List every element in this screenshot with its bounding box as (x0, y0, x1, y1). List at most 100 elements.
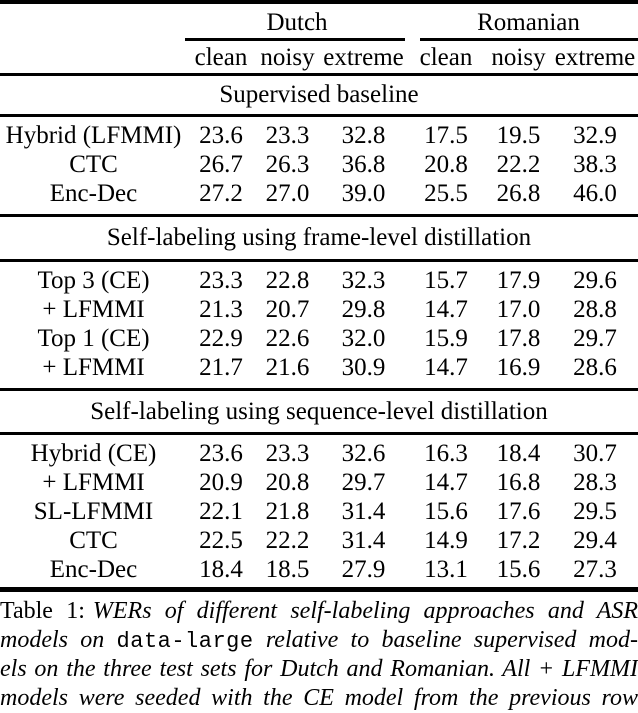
caption-label: Table 1: (0, 598, 85, 624)
col-header-romanian-noisy: noisy (491, 44, 546, 71)
wer-cell: 39.0 (341, 180, 386, 207)
caption-text: WERs of different self-labeling approach… (92, 598, 638, 624)
wer-cell: 17.5 (424, 122, 468, 149)
wer-cell: 16.8 (496, 469, 541, 496)
wer-cell: 17.0 (496, 296, 541, 323)
wer-cell: 20.8 (424, 151, 468, 178)
wer-cell: 26.8 (496, 180, 541, 207)
section-sequence-level-rows: Hybrid (CE) 23.6 23.3 32.6 16.3 18.4 30.… (0, 435, 638, 587)
wer-cell: 28.6 (573, 354, 617, 381)
table-row: Enc-Dec 27.2 27.0 39.0 25.5 26.8 46.0 (0, 179, 638, 208)
wer-cell: 29.4 (573, 527, 617, 554)
wer-cell: 19.5 (496, 122, 541, 149)
wer-cell: 27.3 (573, 556, 617, 583)
col-header-romanian-extreme: extreme (554, 44, 636, 71)
wer-cell: 31.4 (341, 498, 386, 525)
col-header-dutch-clean: clean (194, 44, 248, 71)
col-header-romanian-clean: clean (419, 44, 473, 71)
condition-header-row: clean noisy extreme clean noisy extreme (0, 43, 638, 73)
col-header-dutch-extreme: extreme (323, 44, 404, 71)
romanian-cmidrule (420, 38, 638, 41)
table-rule (0, 388, 638, 391)
wer-cell: 31.4 (341, 527, 386, 554)
table-rule (0, 259, 638, 262)
wer-cell: 22.2 (496, 151, 541, 178)
table-rule (0, 432, 638, 435)
wer-cell: 15.6 (496, 556, 541, 583)
dutch-header: Dutch (266, 9, 328, 36)
cmidrule-row (0, 38, 638, 43)
wer-cell: 14.9 (424, 527, 468, 554)
wer-cell: 28.8 (573, 296, 617, 323)
table-rule (0, 114, 638, 117)
model-label: Top 3 (CE) (37, 267, 150, 294)
wer-cell: 18.5 (265, 556, 310, 583)
caption-text: models were seeded with the CE model fro… (0, 685, 638, 711)
wer-cell: 27.9 (341, 556, 386, 583)
wer-cell: 22.6 (265, 325, 310, 352)
wer-cell: 32.3 (341, 267, 386, 294)
wer-cell: 27.0 (265, 180, 310, 207)
dutch-cmidrule (185, 38, 405, 41)
wer-cell: 36.8 (341, 151, 386, 178)
model-label: CTC (69, 151, 118, 178)
model-label: Enc-Dec (49, 556, 138, 583)
wer-cell: 23.3 (265, 440, 310, 467)
wer-cell: 29.6 (573, 267, 617, 294)
wer-cell: 22.1 (199, 498, 243, 525)
model-label: + LFMMI (42, 469, 145, 496)
model-label: + LFMMI (42, 296, 145, 323)
table-row: + LFMMI 21.7 21.6 30.9 14.7 16.9 28.6 (0, 353, 638, 382)
header-spacer (0, 43, 187, 73)
table-row: + LFMMI 20.9 20.8 29.7 14.7 16.8 28.3 (0, 468, 638, 497)
wer-cell: 46.0 (573, 180, 617, 207)
caption-line-4: models were seeded with the CE model fro… (0, 684, 638, 713)
wer-cell: 18.4 (496, 440, 541, 467)
table-rule (0, 73, 638, 76)
wer-cell: 14.7 (424, 354, 468, 381)
model-label: Hybrid (CE) (30, 440, 157, 467)
table-row: CTC 26.7 26.3 36.8 20.8 22.2 38.3 (0, 150, 638, 179)
wer-cell: 23.3 (199, 267, 243, 294)
wer-cell: 21.7 (199, 354, 243, 381)
table-row: Hybrid (LFMMI) 23.6 23.3 32.8 17.5 19.5 … (0, 121, 638, 150)
wer-cell: 22.5 (199, 527, 243, 554)
language-header-row: Dutch Romanian (0, 4, 638, 38)
wer-cell: 29.7 (573, 325, 617, 352)
wer-cell: 30.7 (573, 440, 617, 467)
table-rule (0, 214, 638, 217)
wer-cell: 29.8 (341, 296, 386, 323)
table-row: Enc-Dec 18.4 18.5 27.9 13.1 15.6 27.3 (0, 555, 638, 584)
wer-cell: 26.3 (265, 151, 310, 178)
wer-cell: 30.9 (341, 354, 386, 381)
wer-cell: 20.8 (265, 469, 310, 496)
model-label: + LFMMI (42, 354, 145, 381)
wer-cell: 25.5 (424, 180, 468, 207)
wer-cell: 32.6 (341, 440, 386, 467)
wer-cell: 16.3 (424, 440, 468, 467)
wer-cell: 29.5 (573, 498, 617, 525)
wer-cell: 16.9 (496, 354, 541, 381)
model-label: Hybrid (LFMMI) (5, 122, 182, 149)
caption-line-2: models on data-large relative to baselin… (0, 626, 638, 655)
wer-cell: 38.3 (573, 151, 617, 178)
wer-cell: 14.7 (424, 469, 468, 496)
table-row: Hybrid (CE) 23.6 23.3 32.6 16.3 18.4 30.… (0, 439, 638, 468)
model-label: CTC (69, 527, 118, 554)
wer-cell: 21.6 (265, 354, 310, 381)
romanian-header: Romanian (477, 9, 580, 36)
section-frame-level-rows: Top 3 (CE) 23.3 22.8 32.3 15.7 17.9 29.6… (0, 262, 638, 388)
wer-cell: 29.7 (341, 469, 386, 496)
section-title-supervised: Supervised baseline (219, 81, 419, 108)
caption-text: models on (0, 627, 117, 653)
model-label: SL-LFMMI (33, 498, 154, 525)
caption-line-1: Table 1: WERs of different self-labeling … (0, 597, 638, 626)
caption-text: relative to baseline supervised mod- (253, 627, 638, 653)
wer-cell: 32.0 (341, 325, 386, 352)
wer-cell: 13.1 (424, 556, 468, 583)
section-title-frame-level: Self-labeling using frame-level distilla… (106, 224, 532, 251)
wer-cell: 23.6 (199, 122, 243, 149)
wer-cell: 15.6 (424, 498, 468, 525)
table-bottom-rule (0, 587, 638, 592)
